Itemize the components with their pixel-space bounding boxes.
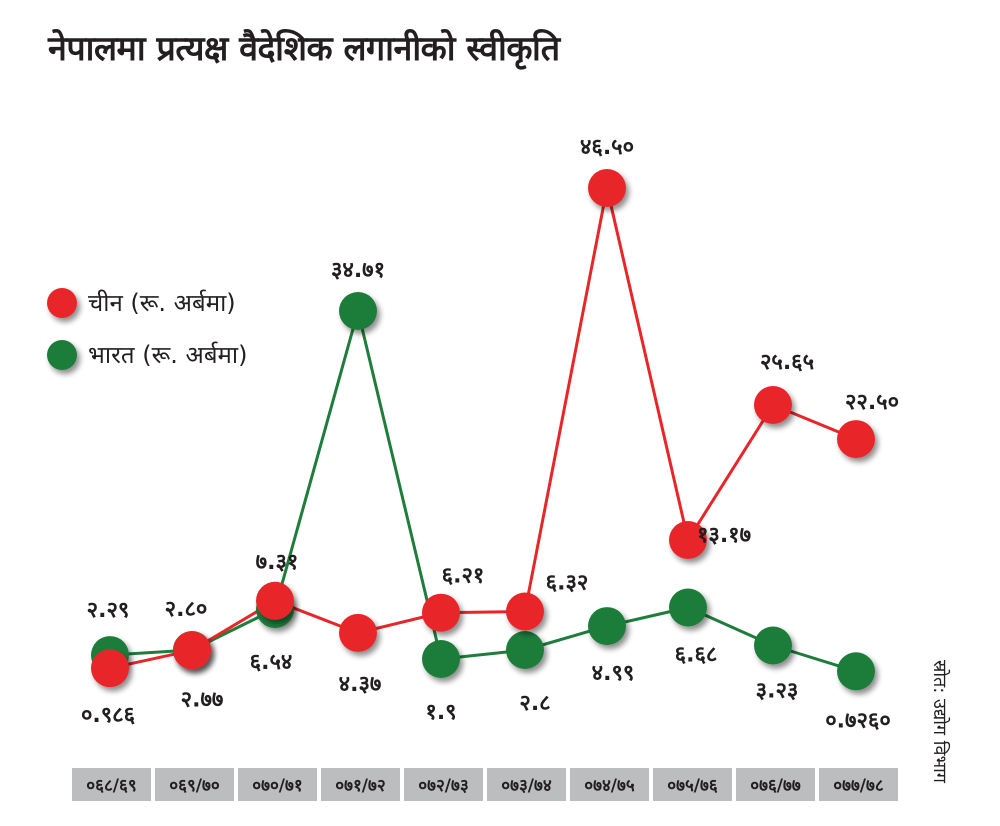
series-line-0 (109, 186, 857, 670)
category-box (321, 768, 400, 801)
legend: चीन (रू. अर्बमा) भारत (रू. अर्बमा) (47, 288, 247, 370)
category-label: ०७४/७५ (584, 776, 635, 796)
category-axis: ०६८/६९ ०६९/७० ०७०/७१ ०७१/७२ ०७२/७३ ०७३/७४ ०७४/… (72, 768, 898, 801)
category-label: ०७६/७७ (750, 776, 801, 796)
legend-label: भारत (रू. अर्बमा) (88, 341, 247, 369)
category-box (72, 768, 151, 801)
data-label: ३४.७१ (331, 258, 385, 283)
data-label: २२.५० (845, 390, 899, 415)
data-label: ३.२३ (756, 678, 799, 703)
data-point (422, 593, 460, 632)
series-lines (109, 186, 857, 673)
category-box (487, 768, 566, 801)
data-point (669, 588, 707, 627)
category-box (404, 768, 483, 801)
source-note: स्रोत: उद्योग विभाग (929, 660, 951, 784)
data-label: २.२९ (87, 598, 130, 623)
data-label: १३.१७ (697, 523, 751, 548)
category-box (155, 768, 234, 801)
data-label: ०.७२६० (825, 708, 891, 733)
chart-title: नेपालमा प्रत्यक्ष वैदेशिक लगानीको स्वीकृ… (48, 29, 560, 69)
category-label: ०७३/७४ (501, 776, 552, 796)
data-point (588, 169, 626, 207)
data-label: ४.३७ (339, 672, 382, 697)
data-label: २.७७ (181, 687, 224, 712)
data-label: २.८ (519, 691, 550, 716)
data-point (339, 292, 377, 330)
data-point (754, 386, 792, 424)
category-box (570, 768, 649, 801)
data-point (506, 631, 544, 669)
data-label: ६.३२ (546, 570, 589, 595)
data-label: ४.९९ (592, 661, 635, 686)
category-label: ०७१/७२ (335, 776, 385, 796)
category-box (819, 768, 898, 801)
category-label: ०७७/७८ (833, 776, 884, 796)
legend-marker (47, 340, 77, 370)
data-label: ६.२१ (442, 564, 485, 589)
data-label: २५.६५ (760, 350, 814, 375)
data-label: ४६.५० (580, 135, 634, 160)
series-line-1 (109, 309, 857, 673)
legend-marker (47, 288, 77, 318)
data-point (339, 613, 377, 652)
data-point (588, 607, 626, 646)
data-point (173, 631, 211, 670)
category-label: ०७०/७१ (252, 776, 302, 796)
category-box (238, 768, 317, 801)
data-point (754, 626, 792, 665)
category-box (736, 768, 815, 801)
series-points (91, 169, 875, 691)
data-point (91, 649, 129, 688)
data-point (256, 581, 294, 620)
data-label: ७.३१ (256, 550, 299, 575)
category-label: ०७५/७६ (667, 776, 718, 796)
data-labels: ०.९८६ २.७७ ७.३१ ४.३७ ६.२१ ६.३२ ४६.५० १३.१७ २५.६५… (81, 135, 899, 733)
data-label: ०.९८६ (81, 703, 136, 728)
data-label: ६.६८ (675, 643, 718, 668)
data-point (422, 640, 460, 678)
data-label: ६.५४ (250, 650, 293, 675)
data-label: २.८० (165, 597, 208, 622)
category-box (653, 768, 732, 801)
data-point (837, 420, 875, 459)
legend-label: चीन (रू. अर्बमा) (88, 289, 236, 317)
data-point (506, 592, 544, 631)
category-label: ०६९/७० (169, 776, 220, 796)
category-label: ०७२/७३ (418, 776, 468, 796)
data-point (837, 652, 875, 691)
data-label: १.९ (425, 700, 456, 725)
category-label: ०६८/६९ (86, 776, 136, 796)
data-point (669, 521, 707, 559)
